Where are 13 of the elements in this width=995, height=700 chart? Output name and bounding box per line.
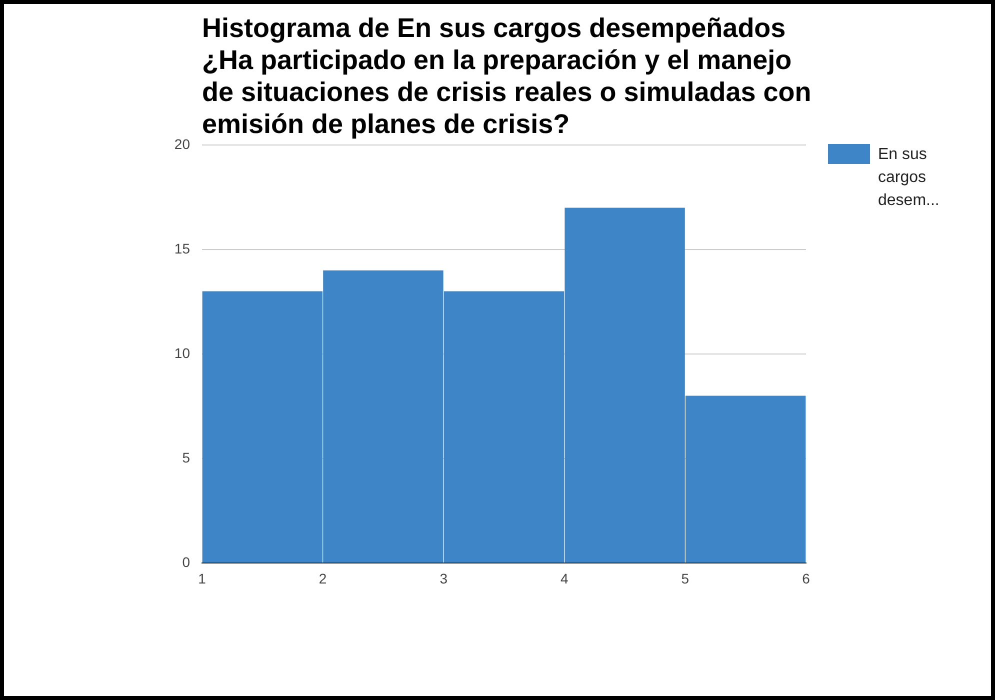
x-tick-label: 6 — [802, 570, 810, 586]
legend-label: En sus cargos desem... — [878, 145, 940, 211]
x-tick-label: 5 — [681, 570, 690, 586]
y-tick-label: 0 — [182, 554, 190, 570]
y-tick-label: 10 — [174, 344, 190, 361]
y-tick-label: 5 — [182, 449, 190, 466]
x-tick-label: 4 — [560, 570, 568, 586]
x-tick-label: 1 — [198, 570, 206, 586]
x-tick-label: 3 — [440, 570, 448, 586]
y-tick-label: 15 — [174, 240, 190, 256]
y-tick-label: 20 — [174, 136, 190, 152]
chart-title: Histograma de En sus cargos desempeñados ¿Ha participado en la preparación y el manejo de situaciones de crisis reales o simuladas con emisión de planes de crisis? — [202, 12, 812, 140]
x-tick-label: 2 — [318, 570, 327, 586]
